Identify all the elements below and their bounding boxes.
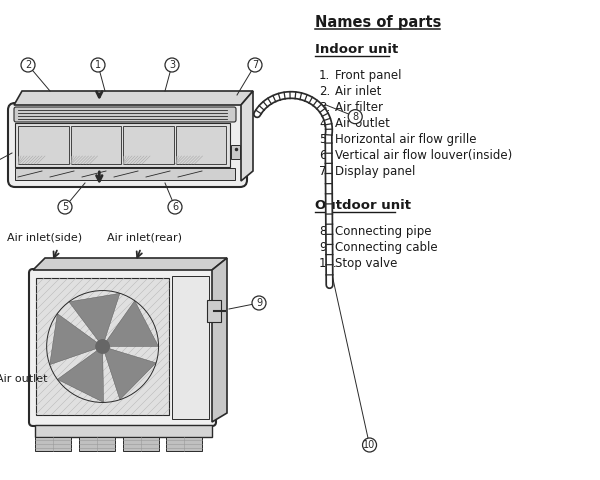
Text: 5: 5: [62, 202, 68, 212]
Text: 8.: 8.: [319, 225, 330, 238]
Text: Indoor unit: Indoor unit: [315, 43, 398, 56]
Text: Air inlet(rear): Air inlet(rear): [107, 232, 182, 242]
Text: 1.: 1.: [319, 69, 330, 82]
Polygon shape: [50, 313, 99, 365]
Text: Connecting pipe: Connecting pipe: [335, 225, 431, 238]
Bar: [123, 126, 173, 164]
Text: Air outlet: Air outlet: [335, 117, 390, 130]
Text: Outdoor unit: Outdoor unit: [315, 199, 411, 212]
Text: 1: 1: [95, 60, 101, 70]
Bar: [172, 276, 209, 419]
Text: Horizontal air flow grille: Horizontal air flow grille: [335, 133, 476, 146]
Polygon shape: [104, 348, 156, 400]
Text: 2.: 2.: [319, 85, 330, 98]
Circle shape: [96, 340, 109, 353]
Text: 9: 9: [256, 298, 262, 308]
Circle shape: [252, 296, 266, 310]
Text: 5.: 5.: [319, 133, 330, 146]
Text: 2: 2: [25, 60, 31, 70]
Circle shape: [248, 58, 262, 72]
Circle shape: [165, 58, 179, 72]
Circle shape: [362, 438, 377, 452]
Text: Air inlet: Air inlet: [335, 85, 382, 98]
Text: Vertical air flow louver(inside): Vertical air flow louver(inside): [335, 149, 512, 162]
Text: Connecting cable: Connecting cable: [335, 241, 437, 254]
Text: 3.: 3.: [319, 101, 330, 114]
Text: 10: 10: [364, 440, 376, 450]
Text: 8: 8: [352, 112, 358, 121]
Bar: [166, 437, 202, 451]
Text: Front panel: Front panel: [335, 69, 401, 82]
Bar: [122, 437, 158, 451]
Circle shape: [58, 200, 72, 214]
Circle shape: [348, 109, 362, 124]
Text: 7.: 7.: [319, 165, 330, 178]
Polygon shape: [105, 300, 158, 347]
Bar: [35, 437, 71, 451]
Polygon shape: [33, 258, 227, 270]
Polygon shape: [14, 91, 253, 105]
Bar: [18, 126, 68, 164]
Bar: [35, 425, 212, 437]
Text: Air inlet(side): Air inlet(side): [7, 232, 83, 242]
FancyBboxPatch shape: [8, 103, 247, 187]
Text: Air filter: Air filter: [335, 101, 383, 114]
Circle shape: [21, 58, 35, 72]
Text: Display panel: Display panel: [335, 165, 415, 178]
FancyBboxPatch shape: [14, 107, 236, 122]
Bar: [207, 300, 221, 322]
Bar: [231, 145, 240, 159]
Bar: [79, 437, 115, 451]
Text: Names of parts: Names of parts: [315, 15, 442, 30]
Text: 6.: 6.: [319, 149, 330, 162]
Text: 7: 7: [252, 60, 258, 70]
Polygon shape: [58, 349, 104, 402]
Bar: [36, 278, 169, 415]
Text: 3: 3: [169, 60, 175, 70]
Polygon shape: [241, 91, 253, 181]
Text: 4.: 4.: [319, 117, 330, 130]
Text: 6: 6: [172, 202, 178, 212]
Bar: [71, 126, 121, 164]
Circle shape: [91, 58, 105, 72]
Polygon shape: [212, 258, 227, 422]
Bar: [15, 168, 235, 180]
Text: 9.: 9.: [319, 241, 330, 254]
Bar: [15, 123, 230, 167]
Circle shape: [168, 200, 182, 214]
Bar: [176, 126, 226, 164]
Polygon shape: [69, 293, 120, 343]
Text: 10.: 10.: [319, 257, 338, 270]
FancyBboxPatch shape: [29, 269, 216, 426]
Text: Air outlet: Air outlet: [0, 373, 48, 384]
Text: Stop valve: Stop valve: [335, 257, 397, 270]
